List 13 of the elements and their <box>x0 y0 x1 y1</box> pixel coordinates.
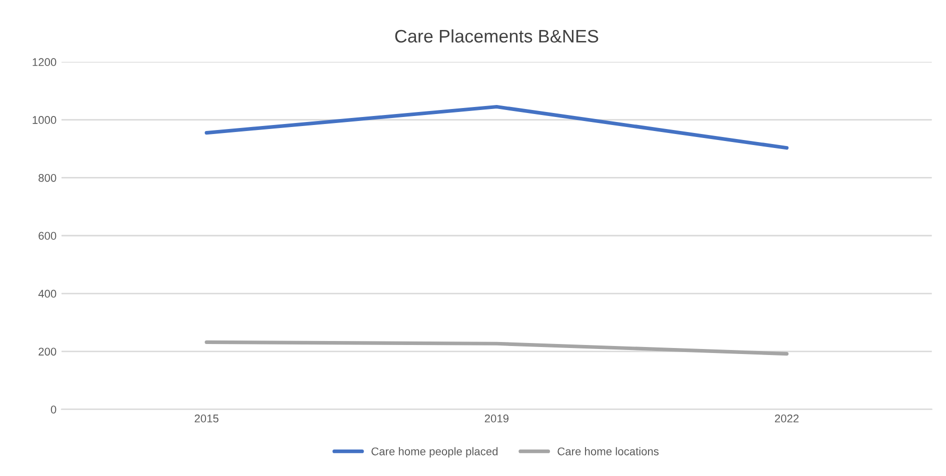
x-tick-label: 2022 <box>774 414 799 422</box>
y-tick-label: 200 <box>38 348 56 356</box>
y-tick-label: 0 <box>50 406 56 414</box>
y-tick-label: 1000 <box>32 116 56 124</box>
x-tick-label: 2015 <box>194 414 218 422</box>
y-tick-label: 400 <box>38 290 56 298</box>
chart-title: Care Placements B&NES <box>395 29 598 43</box>
y-tick-label: 800 <box>38 174 56 182</box>
y-tick-label: 600 <box>38 232 56 240</box>
legend-label: Care home people placed <box>372 447 498 458</box>
x-tick-label: 2019 <box>484 414 508 422</box>
y-tick-label: 1200 <box>32 58 56 66</box>
legend-label: Care home locations <box>558 447 659 456</box>
